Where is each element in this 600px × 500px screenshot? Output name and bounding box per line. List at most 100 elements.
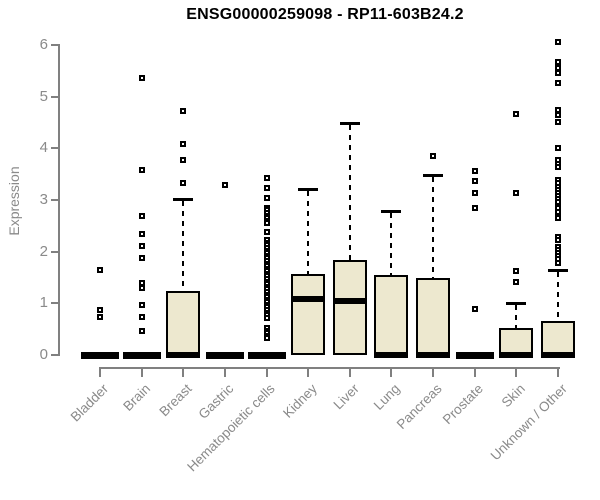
outlier-unknown-other xyxy=(555,237,561,244)
outlier-prostate xyxy=(471,177,478,184)
outlier-unknown-other xyxy=(555,65,561,72)
y-tick xyxy=(51,95,58,98)
x-tick xyxy=(390,369,393,377)
outlier-unknown-other xyxy=(555,215,561,222)
y-tick-label: 4 xyxy=(39,139,48,157)
upper-whisker-cap-pancreas xyxy=(423,174,444,178)
median-bladder xyxy=(81,351,119,359)
median-prostate xyxy=(455,351,494,359)
outlier-hematopoietic-cells xyxy=(263,194,270,201)
outlier-brain xyxy=(138,254,145,261)
outlier-brain xyxy=(138,284,145,291)
y-tick xyxy=(51,302,58,305)
upper-whisker-cap-lung xyxy=(381,210,402,214)
y-tick-label: 5 xyxy=(39,87,48,105)
y-tick xyxy=(51,44,58,46)
outlier-hematopoietic-cells xyxy=(263,229,270,236)
outlier-unknown-other xyxy=(555,260,561,267)
outlier-hematopoietic-cells xyxy=(263,175,270,182)
outlier-unknown-other xyxy=(555,107,561,114)
outlier-brain xyxy=(138,231,145,238)
y-tick xyxy=(51,250,58,253)
outlier-bladder xyxy=(97,313,103,320)
outlier-hematopoietic-cells xyxy=(263,334,270,341)
x-tick xyxy=(99,369,101,377)
outlier-breast xyxy=(180,108,187,115)
outlier-hematopoietic-cells xyxy=(263,314,270,321)
median-liver xyxy=(332,298,367,305)
y-tick-label: 1 xyxy=(39,294,48,312)
outlier-gastric xyxy=(221,181,228,188)
upper-whisker-pancreas xyxy=(432,177,435,278)
outlier-bladder xyxy=(97,266,103,273)
upper-whisker-liver xyxy=(348,125,351,260)
y-tick-label: 3 xyxy=(39,191,48,208)
upper-whisker-cap-kidney xyxy=(298,188,319,192)
x-tick xyxy=(348,369,351,377)
x-tick xyxy=(515,369,518,377)
outlier-bladder xyxy=(97,307,103,314)
outlier-unknown-other xyxy=(555,118,561,125)
box-pancreas xyxy=(416,278,451,355)
outlier-brain xyxy=(138,313,145,320)
x-tick-label-kidney: Kidney xyxy=(279,381,320,421)
x-tick-label-bladder: Bladder xyxy=(68,381,112,425)
x-tick xyxy=(140,369,143,377)
y-tick-label: 0 xyxy=(39,346,48,363)
x-tick-label-liver: Liver xyxy=(330,381,362,413)
upper-whisker-cap-unknown-other xyxy=(548,268,568,272)
x-tick xyxy=(432,369,435,377)
outlier-unknown-other xyxy=(555,38,561,45)
median-unknown-other xyxy=(541,352,575,358)
median-lung xyxy=(374,352,409,358)
outlier-prostate xyxy=(471,306,478,313)
x-tick xyxy=(307,369,310,377)
box-kidney xyxy=(291,273,326,355)
x-tick xyxy=(265,369,268,377)
box-liver xyxy=(332,259,367,355)
median-pancreas xyxy=(416,352,451,358)
outlier-skin xyxy=(513,267,520,274)
outlier-hematopoietic-cells xyxy=(263,220,270,227)
median-kidney xyxy=(291,296,326,303)
x-tick-label-brain: Brain xyxy=(120,381,154,414)
upper-whisker-cap-skin xyxy=(506,301,527,305)
outlier-unknown-other xyxy=(555,59,561,66)
outlier-unknown-other xyxy=(555,112,561,119)
upper-whisker-cap-liver xyxy=(339,122,360,126)
outlier-skin xyxy=(513,111,520,118)
box-breast xyxy=(166,291,201,355)
x-tick-label-breast: Breast xyxy=(156,381,195,420)
outlier-breast xyxy=(180,157,187,164)
upper-whisker-unknown-other xyxy=(557,271,559,322)
upper-whisker-kidney xyxy=(307,191,310,274)
y-axis-line xyxy=(58,44,60,356)
outlier-prostate xyxy=(471,205,478,212)
median-breast xyxy=(166,352,201,358)
outlier-unknown-other xyxy=(555,164,561,171)
outlier-brain xyxy=(138,327,145,334)
y-tick xyxy=(51,199,58,201)
outlier-brain xyxy=(138,242,145,249)
outlier-brain xyxy=(138,301,145,308)
x-tick-label-prostate: Prostate xyxy=(440,381,487,428)
outlier-brain xyxy=(138,167,145,174)
y-tick-label: 6 xyxy=(39,36,48,53)
median-brain xyxy=(122,351,161,359)
outlier-unknown-other xyxy=(555,208,561,215)
y-tick xyxy=(51,147,58,150)
outlier-brain xyxy=(138,74,145,81)
outlier-brain xyxy=(138,212,145,219)
outlier-unknown-other xyxy=(555,70,561,77)
outlier-unknown-other xyxy=(555,80,561,87)
box-lung xyxy=(374,274,409,355)
x-tick-label-pancreas: Pancreas xyxy=(393,381,445,432)
x-axis-line xyxy=(99,367,560,369)
y-tick-label: 2 xyxy=(39,242,48,260)
median-hematopoietic-cells xyxy=(247,351,286,359)
upper-whisker-breast xyxy=(182,200,185,292)
upper-whisker-skin xyxy=(515,304,518,329)
outlier-unknown-other xyxy=(555,145,561,152)
x-tick-label-lung: Lung xyxy=(371,381,404,413)
